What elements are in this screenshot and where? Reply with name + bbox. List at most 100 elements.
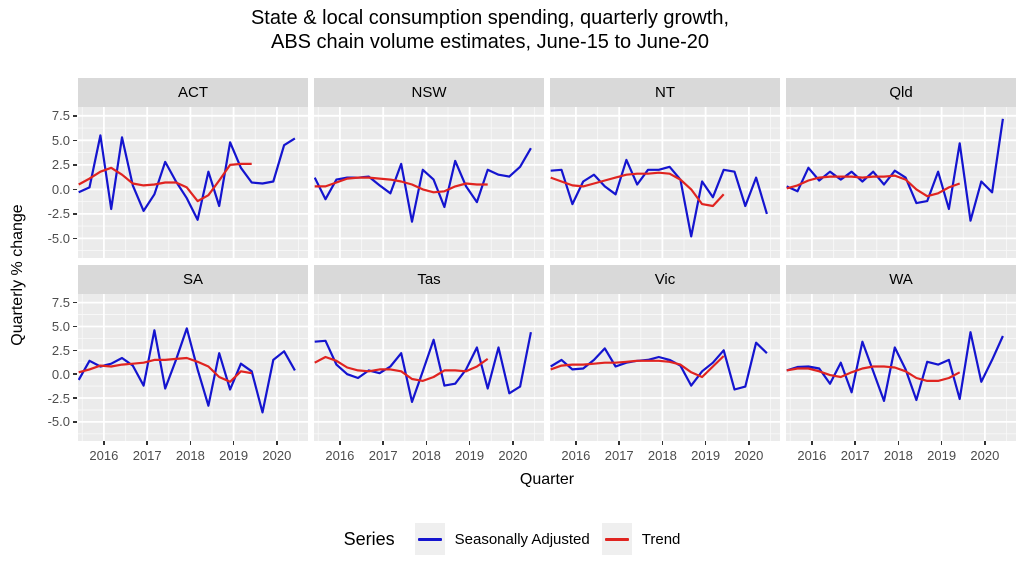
line-seasonally-adjusted-SA	[78, 327, 296, 414]
line-seasonally-adjusted-Tas	[314, 331, 532, 404]
y-tick-label-row1-4: -2.5	[47, 390, 70, 406]
x-tick-label-col0-0: 2016	[89, 448, 119, 463]
y-axis-title: Quarterly % change	[9, 204, 26, 346]
line-trend-Vic	[550, 355, 725, 379]
line-trend-Qld	[786, 174, 961, 198]
x-tick-mark	[984, 441, 986, 445]
x-tick-label-col2-2: 2018	[647, 448, 677, 463]
y-tick-label-row1-1: 5.0	[51, 319, 70, 334]
x-tick-label-col1-3: 2019	[455, 448, 485, 463]
legend-line-trend	[604, 537, 629, 541]
facet-panel-Qld	[786, 107, 1016, 258]
x-tick-mark	[339, 441, 341, 445]
chart-title: State & local consumption spending, quar…	[0, 6, 980, 54]
x-tick-mark	[897, 441, 900, 445]
x-tick-label-col1-0: 2016	[325, 448, 355, 463]
line-seasonally-adjusted-NT	[550, 158, 768, 238]
x-axis-title: Quarter	[519, 471, 575, 488]
facet-strip-Tas: Tas	[314, 265, 544, 294]
y-tick-label-row0-3: 0.0	[51, 181, 70, 197]
x-tick-mark	[618, 441, 620, 445]
x-tick-label-col1-1: 2017	[368, 448, 398, 463]
facet-label-ACT: ACT	[178, 84, 208, 101]
line-trend-ACT	[78, 162, 252, 203]
facet-strip-WA: WA	[786, 265, 1016, 294]
y-tick-mark	[73, 373, 77, 375]
facet-strip-SA: SA	[78, 265, 308, 294]
y-tick-mark	[73, 301, 77, 304]
y-tick-label-row1-0: 7.5	[51, 295, 70, 311]
facet-label-SA: SA	[182, 271, 203, 288]
y-tick-label-row0-4: -2.5	[47, 206, 70, 222]
y-tick-mark	[73, 188, 77, 191]
x-tick-mark	[276, 441, 278, 445]
x-tick-label-col2-1: 2017	[604, 448, 634, 463]
legend-line-seasonally-adjusted	[417, 537, 442, 541]
line-trend-SA	[78, 356, 252, 383]
facet-label-NT: NT	[655, 84, 675, 101]
x-tick-label-col2-4: 2020	[734, 448, 764, 463]
facet-panel-NT	[550, 107, 780, 258]
legend: Series Seasonally Adjusted Trend	[0, 521, 1024, 557]
chart-title-line1: State & local consumption spending, quar…	[250, 7, 730, 29]
y-tick-mark	[73, 164, 77, 166]
facet-strip-ACT: ACT	[78, 78, 308, 107]
facet-panel-NSW	[314, 107, 544, 258]
y-tick-mark	[73, 237, 77, 240]
facet-strip-Vic: Vic	[550, 265, 780, 294]
facet-strip-NT: NT	[550, 78, 780, 107]
line-trend-NT	[550, 171, 725, 208]
x-tick-mark	[661, 441, 664, 445]
x-tick-mark	[512, 441, 514, 445]
y-tick-label-row0-5: -5.0	[47, 230, 70, 246]
y-tick-mark	[73, 325, 77, 328]
x-tick-mark	[811, 441, 813, 445]
x-tick-label-col0-2: 2018	[175, 448, 205, 463]
y-tick-mark	[73, 115, 77, 117]
y-tick-mark	[73, 349, 77, 352]
y-tick-label-row0-0: 7.5	[51, 108, 70, 124]
x-tick-label-col3-3: 2019	[927, 448, 957, 463]
legend-label-seasonally-adjusted: Seasonally Adjusted	[454, 530, 590, 548]
x-tick-mark	[468, 441, 471, 445]
x-tick-label-col0-1: 2017	[132, 448, 162, 463]
line-trend-WA	[786, 365, 961, 383]
x-tick-mark	[189, 441, 192, 445]
x-tick-label-col2-3: 2019	[691, 448, 721, 463]
x-tick-mark	[940, 441, 943, 445]
y-tick-mark	[73, 213, 77, 215]
x-tick-label-col3-4: 2020	[970, 448, 1000, 463]
chart-title-line2: ABS chain volume estimates, June-15 to J…	[270, 31, 710, 53]
legend-swatch-seasonally-adjusted	[414, 523, 445, 555]
y-tick-mark	[73, 139, 77, 142]
x-tick-mark	[575, 441, 577, 445]
x-tick-label-col3-1: 2017	[840, 448, 870, 463]
facet-label-Vic: Vic	[654, 271, 676, 288]
y-tick-label-row0-1: 5.0	[51, 132, 70, 148]
x-tick-mark	[854, 441, 856, 445]
legend-key-seasonally-adjusted: Seasonally Adjusted	[414, 523, 590, 555]
legend-title: Series	[343, 528, 395, 549]
x-tick-mark	[425, 441, 428, 445]
legend-label-trend: Trend	[641, 530, 681, 548]
facet-panel-Vic	[550, 294, 780, 441]
x-tick-label-col3-2: 2018	[883, 448, 913, 463]
y-tick-label-row1-2: 2.5	[51, 342, 70, 358]
x-tick-label-col1-4: 2020	[498, 448, 528, 463]
facet-panel-Tas	[314, 294, 544, 441]
facet-label-WA: WA	[889, 271, 913, 288]
facet-label-Tas: Tas	[417, 271, 441, 288]
y-tick-label-row0-2: 2.5	[51, 157, 70, 173]
x-tick-mark	[103, 441, 105, 445]
facet-label-Qld: Qld	[889, 84, 913, 101]
x-tick-mark	[704, 441, 707, 445]
facet-panel-WA	[786, 294, 1016, 441]
line-seasonally-adjusted-Vic	[550, 341, 768, 391]
y-tick-label-row1-3: 0.0	[51, 366, 70, 382]
x-tick-label-col1-2: 2018	[411, 448, 441, 463]
facet-panel-ACT	[78, 107, 308, 258]
legend-swatch-trend	[601, 523, 632, 555]
legend-key-trend: Trend	[601, 523, 681, 555]
line-trend-NSW	[314, 176, 488, 194]
